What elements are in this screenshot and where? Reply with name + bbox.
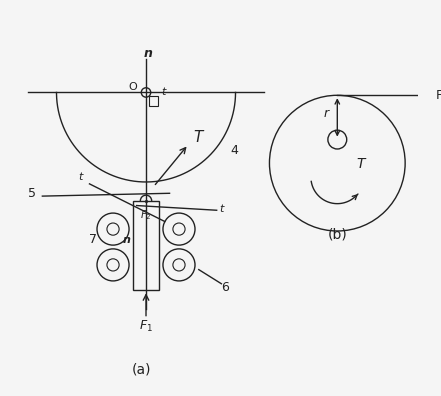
Text: 4: 4 [231, 144, 239, 157]
Circle shape [163, 249, 195, 281]
Text: O: O [128, 82, 137, 91]
Circle shape [107, 223, 119, 235]
Text: 7: 7 [90, 233, 97, 246]
Text: t: t [161, 87, 165, 97]
Text: $F_1$: $F_1$ [139, 319, 153, 334]
Bar [133, 201, 159, 290]
Text: T: T [193, 130, 202, 145]
Text: n: n [123, 235, 131, 245]
Text: (a): (a) [131, 362, 151, 376]
Circle shape [97, 213, 129, 245]
Circle shape [97, 249, 129, 281]
Text: F: F [435, 89, 441, 102]
Text: $F_2$: $F_2$ [140, 208, 152, 222]
Text: n: n [143, 47, 152, 60]
Text: T: T [356, 157, 365, 171]
Text: (b): (b) [327, 228, 347, 242]
Text: t: t [220, 204, 224, 214]
Circle shape [173, 259, 185, 271]
Text: 5: 5 [28, 187, 36, 200]
Bar [149, 96, 158, 106]
Text: r: r [323, 107, 329, 120]
Circle shape [328, 130, 347, 149]
Text: t: t [78, 172, 82, 182]
Circle shape [173, 223, 185, 235]
Text: 6: 6 [221, 281, 229, 294]
Circle shape [107, 259, 119, 271]
Circle shape [163, 213, 195, 245]
Circle shape [269, 95, 405, 231]
